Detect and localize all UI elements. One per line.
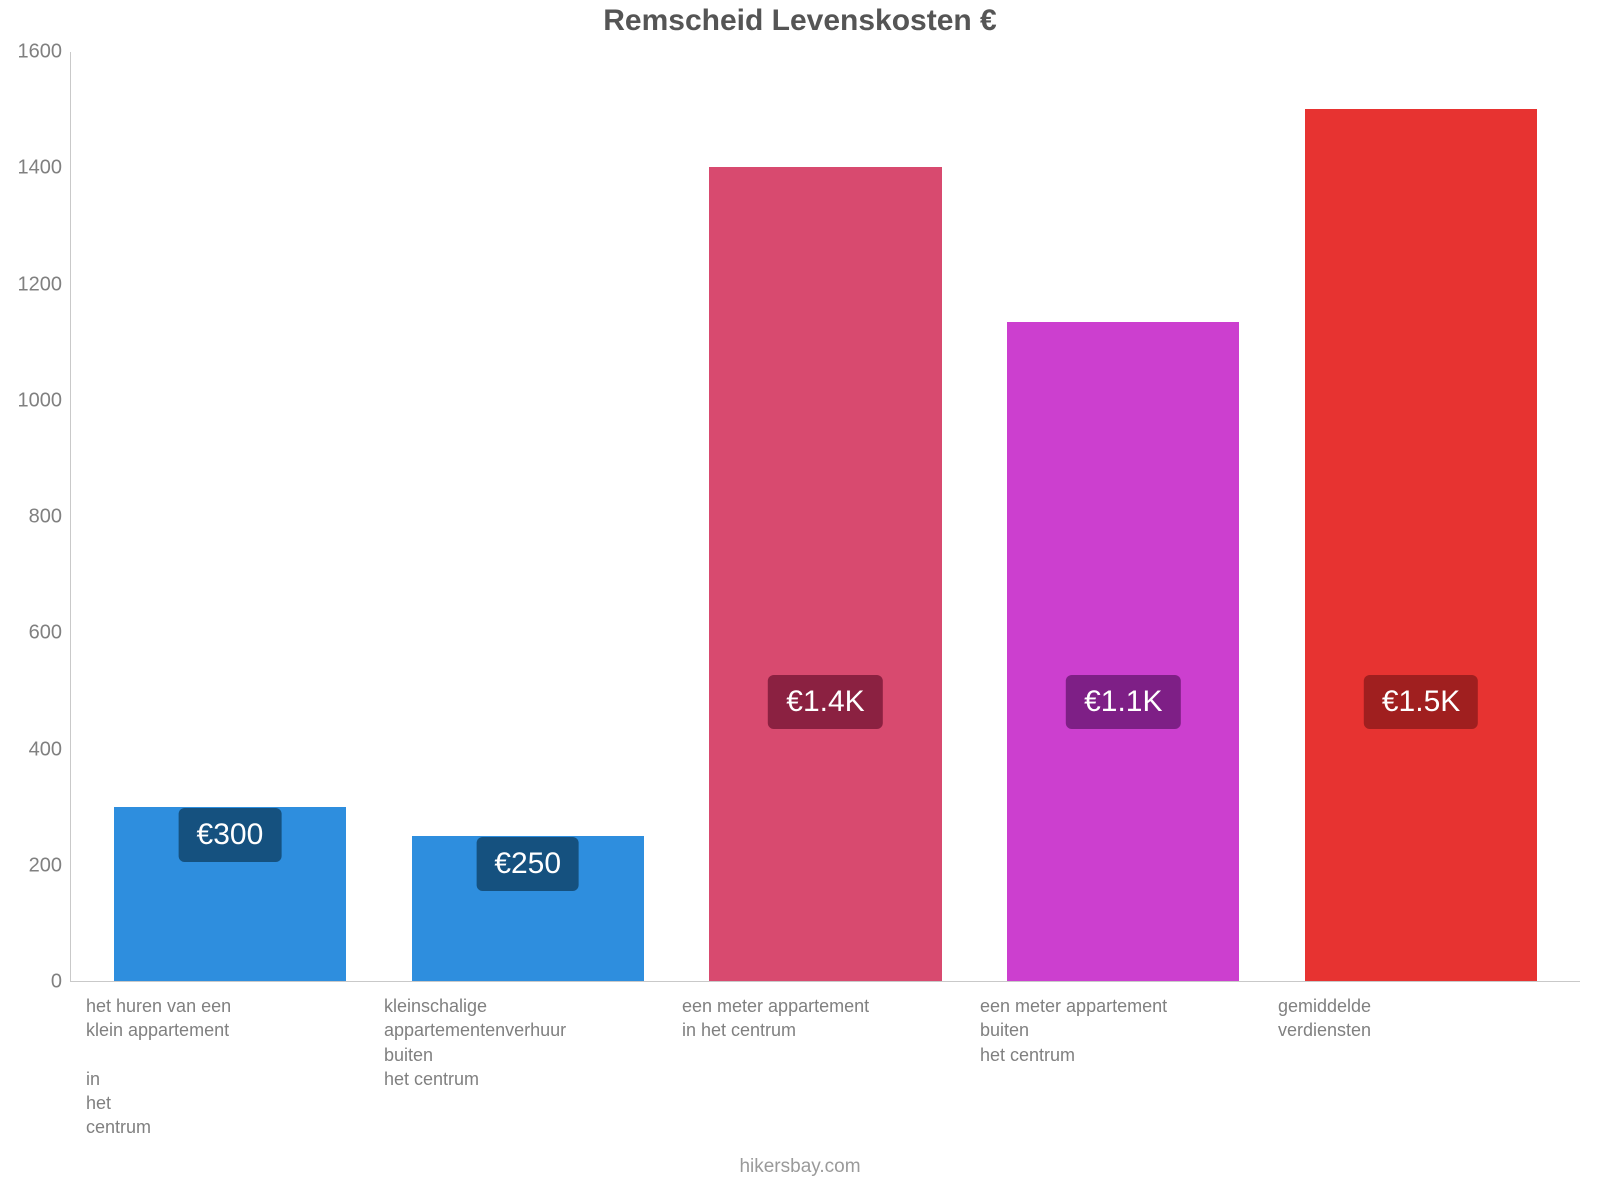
y-tick-label: 800 <box>2 506 62 529</box>
value-badge: €300 <box>179 808 282 862</box>
bar: €1.4K <box>709 167 941 981</box>
bars-group: €300 €250 €1.4K €1.1K €1.5K <box>71 52 1580 981</box>
x-axis-label: gemiddelde verdiensten <box>1278 994 1488 1043</box>
bar-slot: €300 <box>81 52 379 981</box>
y-tick-label: 600 <box>2 622 62 645</box>
x-axis-labels: het huren van een klein appartement in h… <box>70 994 1580 1140</box>
bar: €250 <box>412 836 644 981</box>
bar: €300 <box>114 807 346 981</box>
y-tick-label: 200 <box>2 854 62 877</box>
value-badge: €250 <box>476 837 579 891</box>
bar-slot: €1.4K <box>677 52 975 981</box>
y-tick-label: 0 <box>2 971 62 994</box>
value-badge: €1.4K <box>768 675 882 729</box>
bar: €1.1K <box>1007 322 1239 981</box>
x-label-slot: het huren van een klein appartement in h… <box>80 994 378 1140</box>
x-axis-label: kleinschalige appartementenverhuur buite… <box>384 994 594 1091</box>
value-badge: €1.5K <box>1364 675 1478 729</box>
y-tick-label: 1400 <box>2 157 62 180</box>
y-tick-label: 1600 <box>2 41 62 64</box>
bar-slot: €250 <box>379 52 677 981</box>
chart-container: Remscheid Levenskosten € 0 200 400 600 800 10… <box>0 0 1600 1200</box>
x-axis-label: het huren van een klein appartement in h… <box>86 994 296 1140</box>
x-axis-label: een meter appartement buiten het centrum <box>980 994 1190 1067</box>
x-axis-label: een meter appartement in het centrum <box>682 994 892 1043</box>
chart-title: Remscheid Levenskosten € <box>0 4 1600 38</box>
bar-slot: €1.5K <box>1272 52 1570 981</box>
x-label-slot: een meter appartement buiten het centrum <box>974 994 1272 1140</box>
plot-area: €300 €250 €1.4K €1.1K €1.5K <box>70 52 1580 982</box>
value-badge: €1.1K <box>1066 675 1180 729</box>
y-tick-label: 1200 <box>2 273 62 296</box>
x-label-slot: kleinschalige appartementenverhuur buite… <box>378 994 676 1140</box>
bar-slot: €1.1K <box>974 52 1272 981</box>
x-label-slot: een meter appartement in het centrum <box>676 994 974 1140</box>
x-label-slot: gemiddelde verdiensten <box>1272 994 1570 1140</box>
y-tick-label: 1000 <box>2 389 62 412</box>
attribution-text: hikersbay.com <box>0 1156 1600 1178</box>
bar: €1.5K <box>1305 109 1537 981</box>
y-tick-label: 400 <box>2 738 62 761</box>
